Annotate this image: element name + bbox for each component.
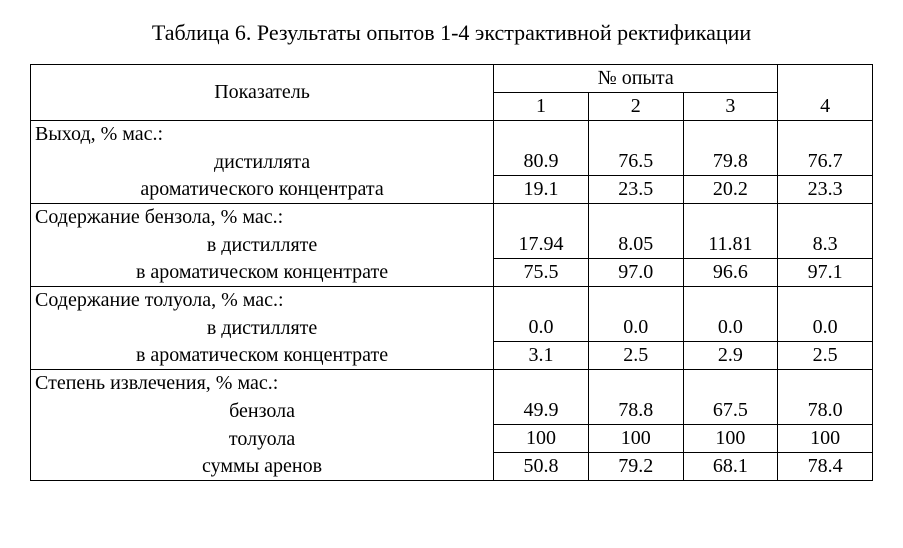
cell-value: 0.0	[494, 314, 589, 342]
cell-blank	[778, 287, 873, 315]
cell-value: 78.0	[778, 397, 873, 425]
cell-blank	[588, 370, 683, 398]
cell-blank	[778, 121, 873, 149]
group-label: Выход, % мас.:	[31, 121, 494, 149]
cell-value: 50.8	[494, 453, 589, 481]
cell-value: 49.9	[494, 397, 589, 425]
cell-blank	[683, 287, 778, 315]
row-label: толуола	[31, 425, 494, 453]
cell-value: 0.0	[778, 314, 873, 342]
cell-value: 20.2	[683, 176, 778, 204]
cell-value: 80.9	[494, 148, 589, 176]
cell-value: 8.05	[588, 231, 683, 259]
group-label: Содержание толуола, % мас.:	[31, 287, 494, 315]
cell-value: 100	[683, 425, 778, 453]
cell-blank	[778, 370, 873, 398]
table-row: в дистилляте17.948.0511.818.3	[31, 231, 873, 259]
header-blank	[778, 65, 873, 93]
row-label: суммы аренов	[31, 453, 494, 481]
row-label: дистиллята	[31, 148, 494, 176]
cell-value: 76.5	[588, 148, 683, 176]
cell-blank	[588, 204, 683, 232]
cell-value: 2.9	[683, 342, 778, 370]
cell-blank	[494, 370, 589, 398]
cell-value: 23.3	[778, 176, 873, 204]
table-row: ароматического концентрата19.123.520.223…	[31, 176, 873, 204]
cell-value: 79.8	[683, 148, 778, 176]
table-row: бензола49.978.867.578.0	[31, 397, 873, 425]
cell-value: 100	[778, 425, 873, 453]
cell-value: 11.81	[683, 231, 778, 259]
cell-value: 17.94	[494, 231, 589, 259]
table-row: в дистилляте0.00.00.00.0	[31, 314, 873, 342]
table-row: Степень извлечения, % мас.:	[31, 370, 873, 398]
cell-value: 79.2	[588, 453, 683, 481]
group-label: Содержание бензола, % мас.:	[31, 204, 494, 232]
cell-value: 78.8	[588, 397, 683, 425]
row-label: в дистилляте	[31, 314, 494, 342]
cell-value: 68.1	[683, 453, 778, 481]
cell-value: 23.5	[588, 176, 683, 204]
cell-blank	[494, 121, 589, 149]
cell-value: 100	[588, 425, 683, 453]
cell-blank	[588, 287, 683, 315]
table-row: Выход, % мас.:	[31, 121, 873, 149]
row-label: ароматического концентрата	[31, 176, 494, 204]
table-caption: Таблица 6. Результаты опытов 1-4 экстрак…	[30, 20, 873, 46]
row-label: в дистилляте	[31, 231, 494, 259]
cell-blank	[588, 121, 683, 149]
cell-value: 97.1	[778, 259, 873, 287]
table-row: дистиллята80.976.579.876.7	[31, 148, 873, 176]
cell-value: 75.5	[494, 259, 589, 287]
table-row: суммы аренов50.879.268.178.4	[31, 453, 873, 481]
header-col-4: 4	[778, 93, 873, 121]
table-row: Содержание толуола, % мас.:	[31, 287, 873, 315]
cell-value: 2.5	[588, 342, 683, 370]
cell-value: 0.0	[588, 314, 683, 342]
header-indicator: Показатель	[31, 65, 494, 121]
header-col-1: 1	[494, 93, 589, 121]
table-row: в ароматическом концентрате3.12.52.92.5	[31, 342, 873, 370]
cell-value: 76.7	[778, 148, 873, 176]
table-row: в ароматическом концентрате75.597.096.69…	[31, 259, 873, 287]
table-row: толуола100100100100	[31, 425, 873, 453]
results-table: Показатель№ опыта1234 Выход, % мас.:дисти…	[30, 64, 873, 481]
cell-blank	[494, 204, 589, 232]
cell-value: 97.0	[588, 259, 683, 287]
cell-value: 19.1	[494, 176, 589, 204]
header-experiment-no: № опыта	[494, 65, 778, 93]
cell-value: 0.0	[683, 314, 778, 342]
cell-value: 2.5	[778, 342, 873, 370]
row-label: в ароматическом концентрате	[31, 259, 494, 287]
cell-value: 67.5	[683, 397, 778, 425]
cell-blank	[683, 121, 778, 149]
table-row: Содержание бензола, % мас.:	[31, 204, 873, 232]
row-label: бензола	[31, 397, 494, 425]
row-label: в ароматическом концентрате	[31, 342, 494, 370]
cell-blank	[494, 287, 589, 315]
header-col-3: 3	[683, 93, 778, 121]
group-label: Степень извлечения, % мас.:	[31, 370, 494, 398]
cell-blank	[683, 370, 778, 398]
cell-blank	[778, 204, 873, 232]
cell-value: 8.3	[778, 231, 873, 259]
cell-value: 96.6	[683, 259, 778, 287]
cell-value: 78.4	[778, 453, 873, 481]
cell-value: 100	[494, 425, 589, 453]
cell-value: 3.1	[494, 342, 589, 370]
cell-blank	[683, 204, 778, 232]
header-col-2: 2	[588, 93, 683, 121]
